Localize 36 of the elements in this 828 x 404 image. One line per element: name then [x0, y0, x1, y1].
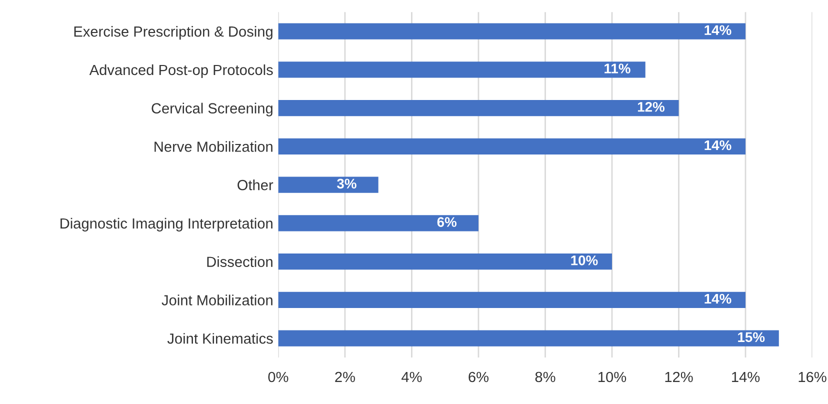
bar: [278, 254, 612, 270]
y-tick-label: Nerve Mobilization: [154, 141, 272, 152]
bar: [278, 23, 746, 40]
x-tick-label: 2%: [335, 372, 355, 382]
data-label: 10%: [571, 255, 598, 266]
y-tick-label: Dissection: [207, 256, 272, 268]
bar: [278, 100, 679, 116]
data-label: 6%: [437, 217, 457, 227]
data-label: 3%: [336, 178, 356, 189]
bar: [278, 330, 779, 346]
bar: [278, 215, 478, 232]
y-tick-label: Advanced Post-op Protocols: [89, 64, 273, 78]
x-tick-label: 10%: [598, 372, 626, 382]
y-tick-label: Joint Mobilization: [162, 294, 272, 306]
bar: [278, 176, 378, 193]
y-tick-label: Joint Kinematics: [167, 333, 273, 344]
bar: [278, 138, 746, 155]
x-tick-label: 16%: [798, 372, 826, 382]
data-label: 14%: [704, 140, 732, 150]
x-tick-label: 6%: [468, 372, 488, 382]
x-tick-label: 14%: [732, 372, 760, 382]
y-tick-label: Exercise Prescription & Dosing: [74, 26, 272, 40]
x-tick-label: 4%: [402, 372, 422, 382]
y-tick-label: Cervical Screening: [152, 102, 272, 116]
x-tick-label: 8%: [535, 372, 556, 382]
bar: [278, 292, 746, 308]
data-label: 15%: [738, 332, 765, 342]
bar: [278, 62, 646, 78]
y-tick-label: Diagnostic Imaging Interpretation: [60, 218, 272, 232]
data-label: 12%: [638, 102, 665, 112]
data-label: 14%: [704, 294, 732, 304]
x-tick-label: 0%: [268, 372, 288, 382]
data-label: 11%: [604, 64, 630, 74]
x-tick-label: 12%: [665, 372, 693, 382]
y-tick-label: Other: [238, 180, 274, 190]
data-label: 14%: [704, 25, 732, 36]
